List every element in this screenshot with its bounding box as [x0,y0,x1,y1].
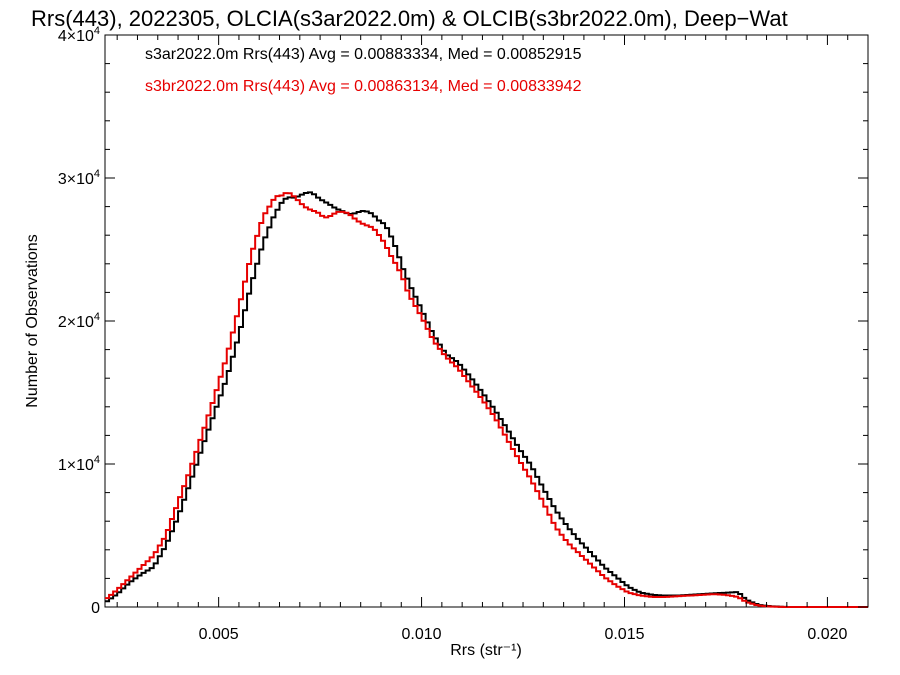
series-line-s3b [105,192,868,608]
plot-frame [104,34,869,608]
series-line-s3a [105,191,868,608]
y-axis-ticks: 0 1×104 2×104 3×104 4×104 [58,25,868,617]
legend-entry-s3b: s3br2022.0m Rrs(443) Avg = 0.00863134, M… [145,78,582,95]
x-tick-label: 0.015 [604,626,644,643]
y-axis-label: Number of Observations [24,234,41,407]
legend: s3ar2022.0m Rrs(443) Avg = 0.00883334, M… [145,46,582,95]
chart-title: Rrs(443), 2022305, OLCIA(s3ar2022.0m) & … [31,6,788,31]
series-layer [105,191,868,608]
y-tick-label: 3×104 [58,168,100,188]
y-tick-label: 2×104 [58,311,100,331]
y-tick-label: 4×104 [58,25,100,45]
x-tick-label: 0.010 [402,626,442,643]
x-tick-label: 0.020 [807,626,847,643]
y-tick-label: 0 [91,600,100,617]
x-tick-label: 0.005 [199,626,239,643]
x-axis-label: Rrs (str⁻¹) [450,642,522,659]
y-tick-label: 1×104 [58,454,100,474]
plot-area: 0.005 0.010 0.015 0.020 0 1×104 2×104 3×104 4×1… [58,25,869,643]
legend-entry-s3a: s3ar2022.0m Rrs(443) Avg = 0.00883334, M… [145,46,582,63]
x-axis-ticks: 0.005 0.010 0.015 0.020 [116,35,869,643]
